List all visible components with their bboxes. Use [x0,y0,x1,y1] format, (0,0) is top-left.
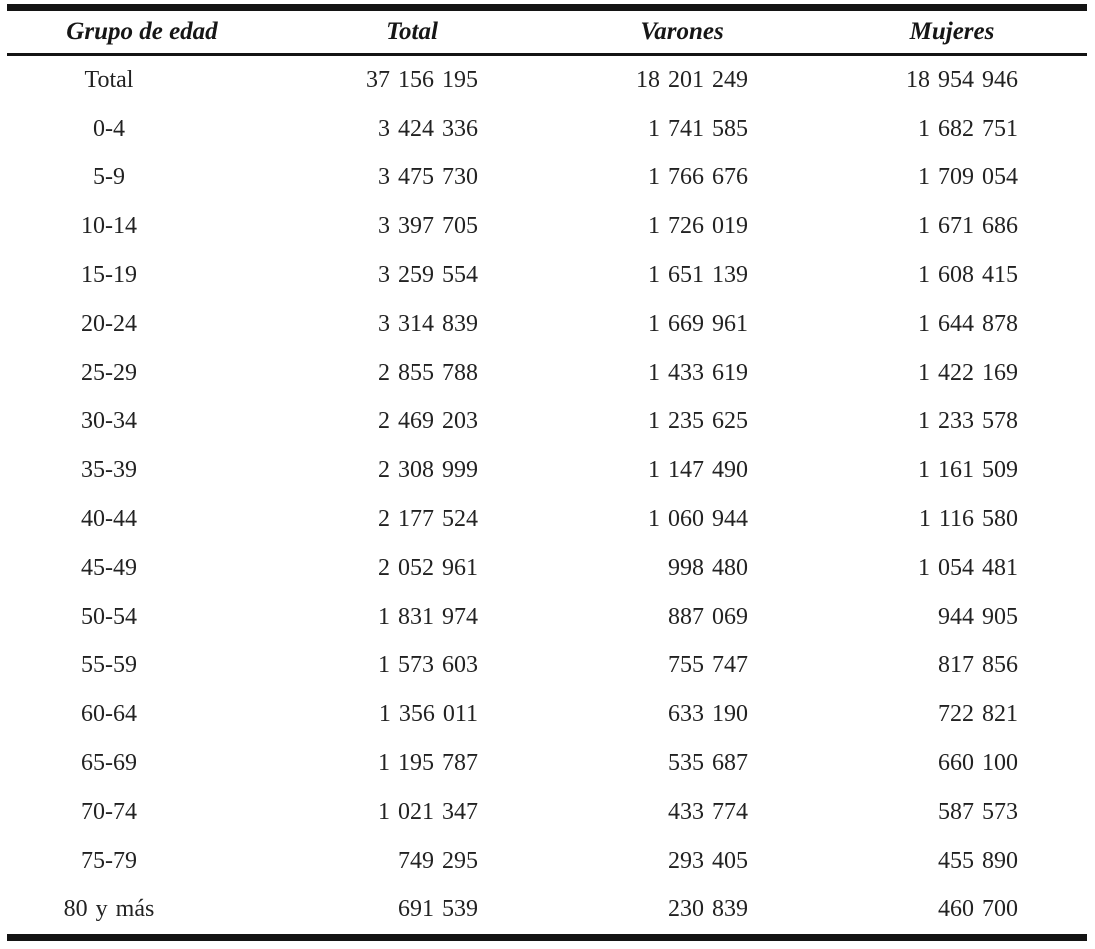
value-cell: 887 069 [668,603,748,630]
table-row: 75-79 749 295 293 405 455 890 [7,837,1087,886]
value-cell: 1 644 878 [918,310,1018,337]
value-cell: 1 671 686 [918,213,1018,240]
table-body: Total 37 156 195 18 201 249 18 954 946 0-4 3 … [7,55,1087,938]
value-cell: 1 741 585 [648,115,748,142]
value-cell: 1 060 944 [648,506,748,533]
value-cell: 722 821 [938,701,1018,728]
value-cell: 3 397 705 [378,213,478,240]
age-group-cell: 10-14 [81,213,137,240]
header-mujeres: Mujeres [817,7,1087,56]
age-group-cell: 45-49 [81,554,137,581]
value-cell: 433 774 [668,798,748,825]
value-cell: 535 687 [668,750,748,777]
value-cell: 749 295 [398,847,478,874]
value-cell: 2 052 961 [378,554,478,581]
table-header: Grupo de edad Total Varones Mujeres [7,7,1087,56]
table-row: 15-19 3 259 554 1 651 139 1 608 415 [7,251,1087,300]
value-cell: 2 469 203 [378,408,478,435]
age-group-cell: Total [84,66,134,93]
table-row: 45-49 2 052 961 998 480 1 054 481 [7,544,1087,593]
value-cell: 1 235 625 [648,408,748,435]
value-cell: 460 700 [938,896,1018,923]
value-cell: 1 356 011 [378,701,478,728]
value-cell: 1 233 578 [918,408,1018,435]
value-cell: 755 747 [668,652,748,679]
age-group-cell: 55-59 [81,652,137,679]
value-cell: 1 766 676 [648,164,748,191]
age-group-cell: 35-39 [81,457,137,484]
age-group-cell: 80 y más [63,896,155,923]
value-cell: 3 424 336 [378,115,478,142]
age-group-cell: 0-4 [93,115,125,142]
value-cell: 3 259 554 [378,262,478,289]
age-group-cell: 25-29 [81,359,137,386]
age-group-cell: 30-34 [81,408,137,435]
value-cell: 3 475 730 [378,164,478,191]
value-cell: 691 539 [398,896,478,923]
value-cell: 1 433 619 [648,359,748,386]
value-cell: 1 726 019 [648,213,748,240]
table-row: 80 y más 691 539 230 839 460 700 [7,886,1087,938]
value-cell: 455 890 [938,847,1018,874]
header-total: Total [277,7,547,56]
age-group-cell: 65-69 [81,750,137,777]
age-group-cell: 70-74 [81,798,137,825]
value-cell: 660 100 [938,750,1018,777]
table-row: 5-9 3 475 730 1 766 676 1 709 054 [7,154,1087,203]
age-group-cell: 50-54 [81,603,137,630]
table-row: 10-14 3 397 705 1 726 019 1 671 686 [7,202,1087,251]
value-cell: 1 608 415 [918,262,1018,289]
value-cell: 18 201 249 [636,66,748,93]
population-by-age-table: Grupo de edad Total Varones Mujeres Tota… [7,4,1087,942]
value-cell: 1 195 787 [378,750,478,777]
value-cell: 1 161 509 [918,457,1018,484]
header-varones: Varones [547,7,817,56]
age-group-cell: 5-9 [93,164,125,191]
age-group-cell: 60-64 [81,701,137,728]
age-group-cell: 15-19 [81,262,137,289]
value-cell: 3 314 839 [378,310,478,337]
value-cell: 1 422 169 [918,359,1018,386]
value-cell: 587 573 [938,798,1018,825]
header-row: Grupo de edad Total Varones Mujeres [7,7,1087,56]
value-cell: 2 855 788 [378,359,478,386]
value-cell: 998 480 [668,554,748,581]
table-row: 40-44 2 177 524 1 060 944 1 116 580 [7,495,1087,544]
value-cell: 944 905 [938,603,1018,630]
value-cell: 2 308 999 [378,457,478,484]
table-row: 70-74 1 021 347 433 774 587 573 [7,788,1087,837]
age-group-cell: 20-24 [81,310,137,337]
value-cell: 1 147 490 [648,457,748,484]
header-grupo-de-edad: Grupo de edad [7,7,277,56]
value-cell: 1 573 603 [378,652,478,679]
table-row: 50-54 1 831 974 887 069 944 905 [7,593,1087,642]
value-cell: 1 669 961 [648,310,748,337]
age-group-cell: 75-79 [81,847,137,874]
value-cell: 37 156 195 [366,66,478,93]
table-row: 25-29 2 855 788 1 433 619 1 422 169 [7,349,1087,398]
table-row: 0-4 3 424 336 1 741 585 1 682 751 [7,105,1087,154]
table-row: 65-69 1 195 787 535 687 660 100 [7,739,1087,788]
table-row: 20-24 3 314 839 1 669 961 1 644 878 [7,300,1087,349]
value-cell: 2 177 524 [378,506,478,533]
table-row: 55-59 1 573 603 755 747 817 856 [7,642,1087,691]
value-cell: 1 709 054 [918,164,1018,191]
value-cell: 1 054 481 [918,554,1018,581]
table-row: 35-39 2 308 999 1 147 490 1 161 509 [7,446,1087,495]
value-cell: 18 954 946 [906,66,1018,93]
value-cell: 817 856 [938,652,1018,679]
value-cell: 1 021 347 [378,798,478,825]
value-cell: 1 651 139 [648,262,748,289]
value-cell: 633 190 [668,701,748,728]
age-group-cell: 40-44 [81,506,137,533]
table-row: 60-64 1 356 011 633 190 722 821 [7,690,1087,739]
value-cell: 1 682 751 [918,115,1018,142]
value-cell: 230 839 [668,896,748,923]
table-row: 30-34 2 469 203 1 235 625 1 233 578 [7,398,1087,447]
value-cell: 293 405 [668,847,748,874]
value-cell: 1 116 580 [918,506,1018,533]
table-row: Total 37 156 195 18 201 249 18 954 946 [7,55,1087,105]
value-cell: 1 831 974 [378,603,478,630]
